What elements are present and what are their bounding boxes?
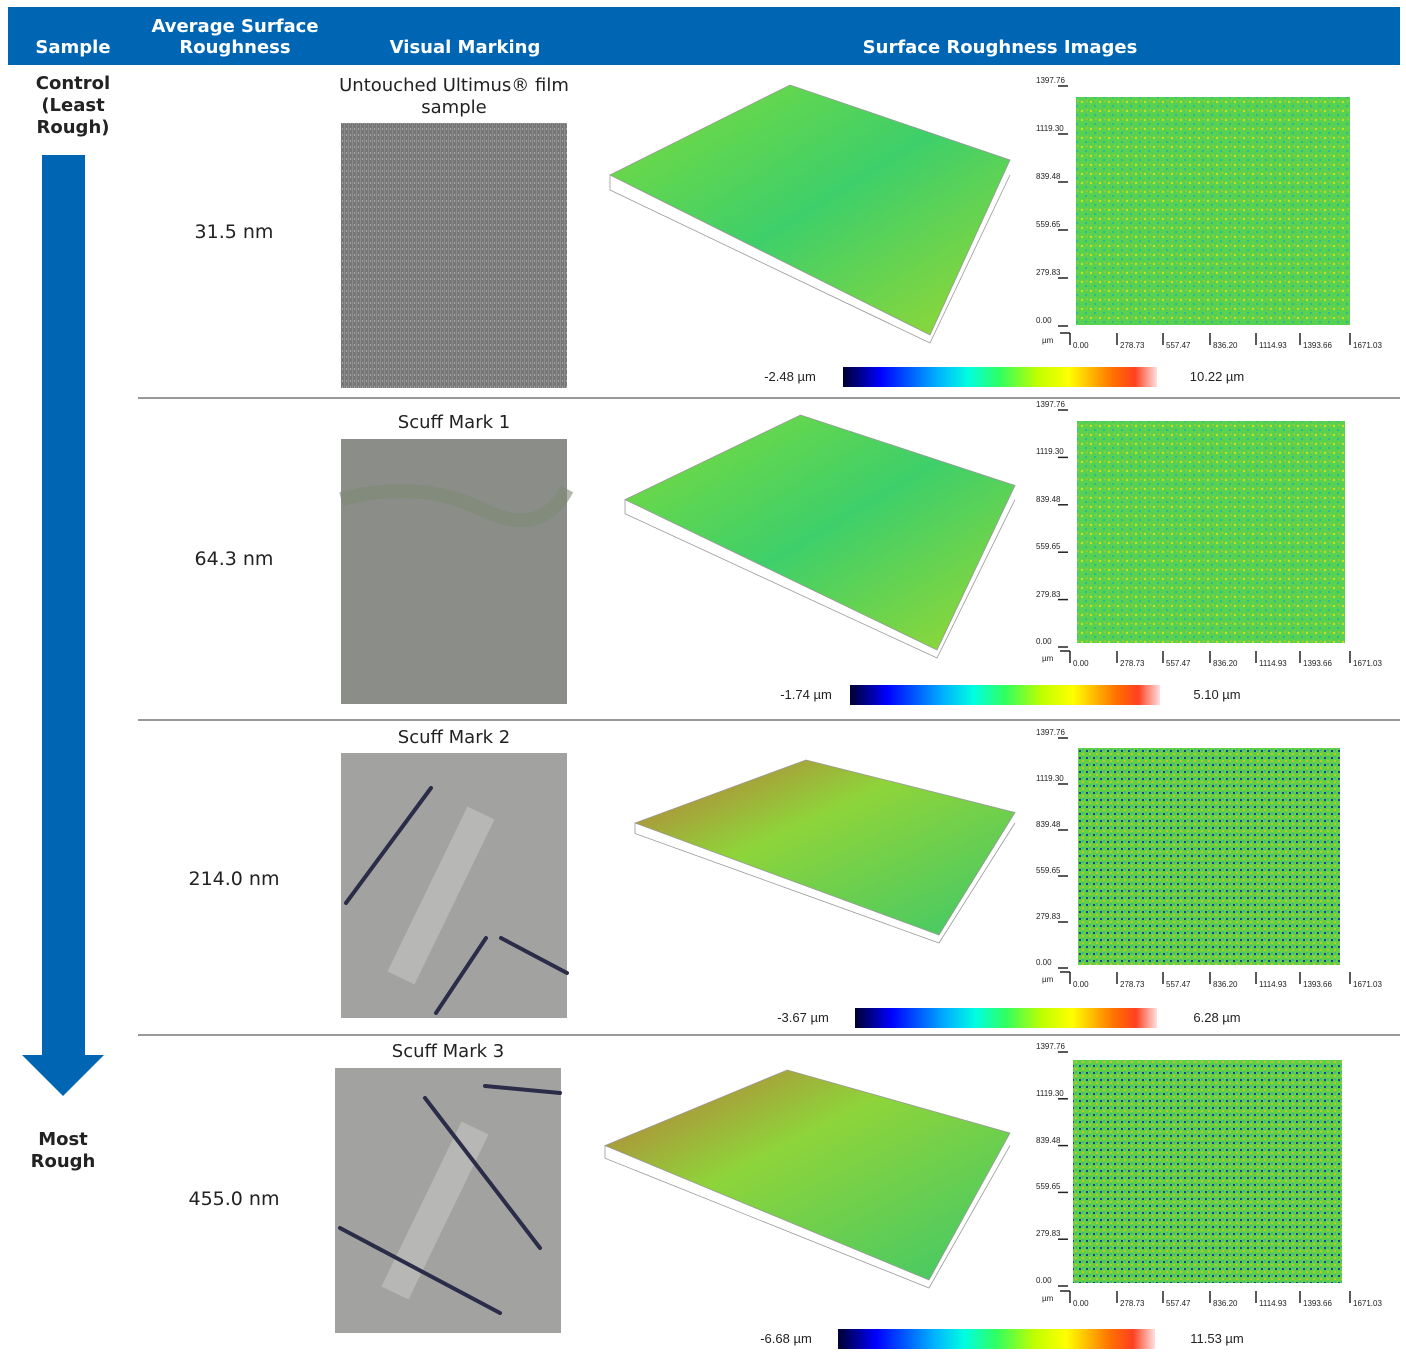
- map-x-tick-label: 1393.66: [1303, 1299, 1332, 1308]
- map-y-tick-label: 839.48: [1036, 172, 1060, 181]
- colorbar-max: 5.10 µm: [1177, 687, 1257, 702]
- map-x-tick-label: 836.20: [1213, 1299, 1237, 1308]
- sample-photo: [341, 439, 567, 704]
- map-unit: µm: [1042, 654, 1053, 663]
- colorbar-min: -2.48 µm: [750, 369, 830, 384]
- map-x-tick-label: 836.20: [1213, 659, 1237, 668]
- map-x-tick-label: 0.00: [1073, 980, 1089, 989]
- roughness-value: 64.3 nm: [134, 548, 334, 570]
- map-y-tick-label: 1397.76: [1036, 1042, 1065, 1051]
- map-unit: µm: [1042, 1294, 1053, 1303]
- map-x-tick-label: 278.73: [1120, 1299, 1144, 1308]
- surface-3d: [625, 415, 1015, 650]
- surface-3d: [610, 85, 1010, 335]
- map-y-tick-label: 839.48: [1036, 1136, 1060, 1145]
- roughness-value: 455.0 nm: [134, 1188, 334, 1210]
- map-x-tick-label: 1393.66: [1303, 980, 1332, 989]
- colorbar: [838, 1329, 1155, 1349]
- roughness-map: [1077, 421, 1345, 643]
- roughness-map: [1073, 1060, 1342, 1283]
- surface-3d: [635, 760, 1015, 935]
- map-y-tick-label: 559.65: [1036, 220, 1060, 229]
- map-x-tick-label: 1671.03: [1353, 659, 1382, 668]
- roughness-value: 31.5 nm: [134, 221, 334, 243]
- colorbar-min: -1.74 µm: [766, 687, 846, 702]
- map-y-tick-label: 279.83: [1036, 590, 1060, 599]
- roughness-map: [1078, 748, 1340, 965]
- map-y-tick-label: 1397.76: [1036, 400, 1065, 409]
- map-y-tick-label: 1397.76: [1036, 728, 1065, 737]
- map-x-tick-label: 836.20: [1213, 341, 1237, 350]
- map-x-tick-label: 1393.66: [1303, 341, 1332, 350]
- map-x-tick-label: 1671.03: [1353, 341, 1382, 350]
- map-x-tick-label: 557.47: [1166, 341, 1190, 350]
- roughness-map: [1076, 97, 1350, 325]
- arrow-head: [22, 1055, 104, 1096]
- map-x-tick-label: 278.73: [1120, 341, 1144, 350]
- column-header: Average Surface Roughness: [140, 16, 330, 58]
- sample-photo: [341, 123, 567, 388]
- map-y-tick-label: 839.48: [1036, 495, 1060, 504]
- surface-3d: [605, 1070, 1010, 1280]
- map-x-tick-label: 0.00: [1073, 1299, 1089, 1308]
- least-rough-label: Control (Least Rough): [28, 73, 118, 139]
- map-x-tick-label: 1114.93: [1259, 341, 1287, 350]
- map-y-tick-label: 0.00: [1036, 637, 1052, 646]
- map-x-tick-label: 1671.03: [1353, 980, 1382, 989]
- map-x-tick-label: 0.00: [1073, 659, 1089, 668]
- colorbar-min: -3.67 µm: [763, 1010, 843, 1025]
- colorbar: [843, 367, 1157, 387]
- map-x-tick-label: 1393.66: [1303, 659, 1332, 668]
- column-header: Surface Roughness Images: [780, 37, 1220, 58]
- map-y-tick-label: 0.00: [1036, 958, 1052, 967]
- colorbar-min: -6.68 µm: [746, 1331, 826, 1346]
- map-y-tick-label: 559.65: [1036, 542, 1060, 551]
- map-x-tick-label: 557.47: [1166, 659, 1190, 668]
- map-y-tick-label: 1119.30: [1036, 1089, 1064, 1098]
- roughness-value: 214.0 nm: [134, 868, 334, 890]
- map-x-tick-label: 557.47: [1166, 980, 1190, 989]
- map-x-tick-label: 1671.03: [1353, 1299, 1382, 1308]
- colorbar-max: 6.28 µm: [1177, 1010, 1257, 1025]
- map-unit: µm: [1042, 975, 1053, 984]
- page: Sample Average Surface Roughness Visual Ma…: [0, 0, 1406, 1357]
- map-x-tick-label: 0.00: [1073, 341, 1089, 350]
- marking-label: Scuff Mark 3: [315, 1041, 581, 1063]
- colorbar-max: 10.22 µm: [1177, 369, 1257, 384]
- map-y-tick-label: 279.83: [1036, 1229, 1060, 1238]
- map-y-tick-label: 1119.30: [1036, 124, 1064, 133]
- marking-label: Scuff Mark 1: [321, 412, 587, 434]
- map-y-tick-label: 0.00: [1036, 316, 1052, 325]
- map-x-tick-label: 1114.93: [1259, 1299, 1287, 1308]
- arrow-shaft: [42, 155, 85, 1057]
- map-unit: µm: [1042, 336, 1053, 345]
- map-x-tick-label: 836.20: [1213, 980, 1237, 989]
- most-rough-label: Most Rough: [23, 1129, 103, 1173]
- marking-label: Scuff Mark 2: [321, 727, 587, 749]
- colorbar: [850, 685, 1160, 705]
- colorbar-max: 11.53 µm: [1177, 1331, 1257, 1346]
- map-y-tick-label: 839.48: [1036, 820, 1060, 829]
- map-y-tick-label: 1119.30: [1036, 447, 1064, 456]
- map-y-tick-label: 559.65: [1036, 866, 1060, 875]
- colorbar: [855, 1008, 1157, 1028]
- map-x-tick-label: 1114.93: [1259, 980, 1287, 989]
- column-header: Sample: [20, 37, 126, 58]
- map-x-tick-label: 557.47: [1166, 1299, 1190, 1308]
- map-y-tick-label: 279.83: [1036, 268, 1060, 277]
- map-y-tick-label: 279.83: [1036, 912, 1060, 921]
- map-y-tick-label: 1397.76: [1036, 76, 1065, 85]
- map-y-tick-label: 559.65: [1036, 1182, 1060, 1191]
- map-y-tick-label: 0.00: [1036, 1276, 1052, 1285]
- map-x-tick-label: 278.73: [1120, 980, 1144, 989]
- graphics: [0, 0, 1406, 1357]
- marking-label: Untouched Ultimus® film sample: [321, 75, 587, 119]
- map-y-tick-label: 1119.30: [1036, 774, 1064, 783]
- column-header: Visual Marking: [360, 37, 570, 58]
- map-x-tick-label: 278.73: [1120, 659, 1144, 668]
- map-x-tick-label: 1114.93: [1259, 659, 1287, 668]
